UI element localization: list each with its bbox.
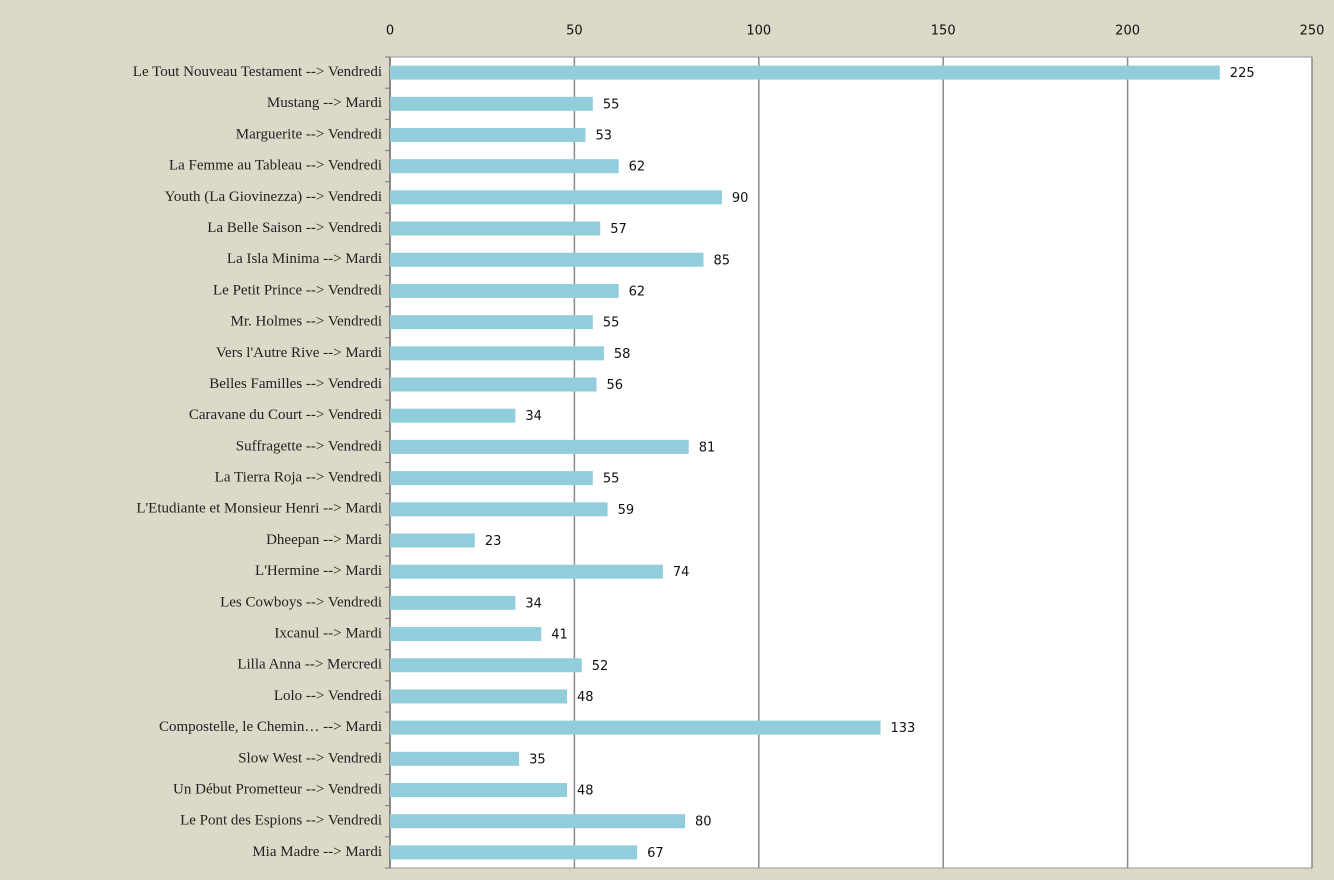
- value-label: 133: [891, 721, 916, 736]
- y-tick-label: Suffragette --> Vendredi: [236, 438, 382, 454]
- y-tick-label: Youth (La Giovinezza) --> Vendredi: [165, 189, 382, 205]
- value-label: 53: [595, 128, 612, 143]
- y-tick-label: Compostelle, le Chemin… --> Mardi: [159, 719, 382, 735]
- bar: [390, 190, 722, 205]
- value-label: 41: [551, 628, 568, 643]
- bar: [390, 221, 601, 236]
- value-label: 62: [629, 284, 646, 299]
- value-label: 48: [577, 690, 594, 705]
- value-label: 62: [629, 160, 646, 175]
- bar: [390, 658, 582, 673]
- value-label: 58: [614, 347, 631, 362]
- x-tick-label: 50: [566, 24, 583, 39]
- y-tick-label: Le Petit Prince --> Vendredi: [213, 282, 382, 298]
- bar: [390, 471, 593, 486]
- bar: [390, 720, 881, 735]
- bar: [390, 65, 1220, 80]
- bar: [390, 252, 704, 267]
- y-tick-label: Ixcanul --> Mardi: [274, 625, 382, 641]
- bar: [390, 845, 638, 860]
- y-tick-label: Slow West --> Vendredi: [238, 750, 382, 766]
- value-label: 81: [699, 440, 716, 455]
- y-tick-label: Le Pont des Espions --> Vendredi: [180, 813, 382, 829]
- x-tick-label: 0: [386, 24, 394, 39]
- bar: [390, 814, 686, 829]
- bar: [390, 96, 593, 111]
- value-label: 67: [647, 846, 664, 861]
- bar: [390, 595, 516, 610]
- value-label: 80: [695, 815, 712, 830]
- y-tick-label: La Isla Minima --> Mardi: [227, 251, 382, 267]
- y-tick-label: Vers l'Autre Rive --> Mardi: [216, 345, 382, 361]
- x-tick-label: 200: [1115, 24, 1140, 39]
- bar: [390, 533, 475, 548]
- plot-area: [389, 56, 1313, 869]
- bar: [390, 159, 619, 174]
- value-label: 57: [610, 222, 627, 237]
- value-label: 23: [485, 534, 502, 549]
- y-tick-label: Un Début Prometteur --> Vendredi: [173, 781, 382, 797]
- x-tick-label: 250: [1300, 24, 1325, 39]
- bar: [390, 564, 663, 579]
- y-tick-label: Mr. Holmes --> Vendredi: [231, 314, 383, 330]
- bar: [390, 315, 593, 330]
- value-label: 55: [603, 97, 620, 112]
- value-label: 225: [1230, 66, 1255, 81]
- value-label: 85: [713, 253, 730, 268]
- bar: [390, 377, 597, 392]
- y-tick-label: L'Etudiante et Monsieur Henri --> Mardi: [136, 501, 382, 517]
- bar: [390, 283, 619, 298]
- value-label: 34: [525, 409, 542, 424]
- bar: [390, 439, 689, 454]
- y-tick-label: L'Hermine --> Mardi: [255, 563, 382, 579]
- y-tick-label: La Tierra Roja --> Vendredi: [215, 470, 382, 486]
- y-tick-label: Mustang --> Mardi: [267, 95, 382, 111]
- value-label: 74: [673, 565, 690, 580]
- y-tick-label: Lolo --> Vendredi: [274, 688, 382, 704]
- bar: [390, 127, 586, 142]
- y-tick-label: La Femme au Tableau --> Vendredi: [169, 158, 382, 174]
- x-tick-label: 100: [746, 24, 771, 39]
- y-tick-label: Caravane du Court --> Vendredi: [189, 407, 382, 423]
- value-label: 55: [603, 472, 620, 487]
- value-label: 55: [603, 316, 620, 331]
- bar: [390, 627, 542, 642]
- bar: [390, 783, 568, 798]
- value-label: 56: [607, 378, 624, 393]
- value-label: 90: [732, 191, 749, 206]
- bar: [390, 346, 604, 361]
- x-tick-label: 150: [931, 24, 956, 39]
- bar: [390, 751, 520, 766]
- y-tick-label: Belles Familles --> Vendredi: [209, 376, 382, 392]
- bar: [390, 408, 516, 423]
- y-tick-label: Les Cowboys --> Vendredi: [220, 594, 382, 610]
- y-tick-label: Le Tout Nouveau Testament --> Vendredi: [133, 64, 382, 80]
- y-tick-label: La Belle Saison --> Vendredi: [207, 220, 382, 236]
- bar: [390, 502, 608, 517]
- y-tick-label: Dheepan --> Mardi: [266, 532, 382, 548]
- y-tick-label: Marguerite --> Vendredi: [236, 126, 382, 142]
- value-label: 59: [618, 503, 635, 518]
- value-label: 35: [529, 752, 546, 767]
- value-label: 48: [577, 784, 594, 799]
- value-label: 52: [592, 659, 609, 674]
- bar: [390, 689, 568, 704]
- y-tick-label: Mia Madre --> Mardi: [252, 844, 382, 860]
- value-label: 34: [525, 596, 542, 611]
- y-tick-label: Lilla Anna --> Mercredi: [237, 657, 382, 673]
